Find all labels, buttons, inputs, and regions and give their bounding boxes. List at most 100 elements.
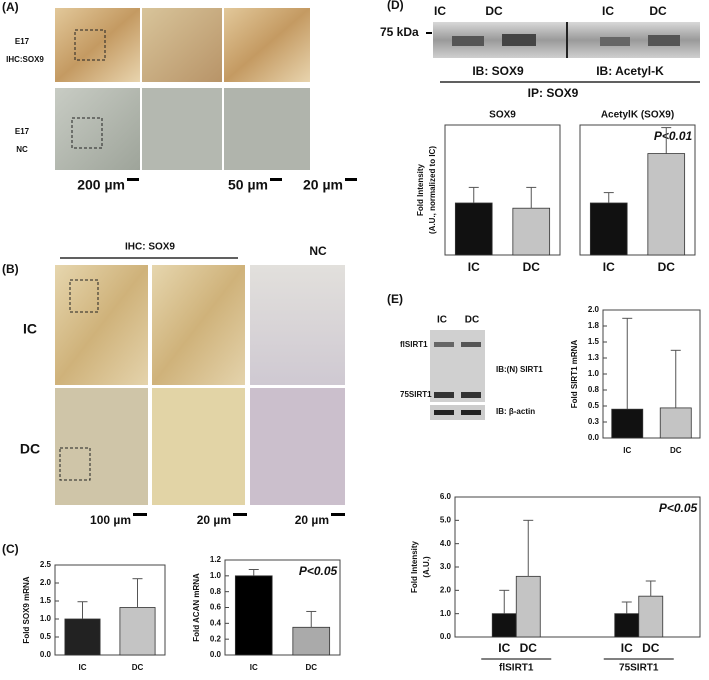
y-tick-label: 1.0 [440, 609, 452, 618]
ib-label: IB:(N) SIRT1 [496, 365, 543, 374]
x-tick-label: DC [305, 663, 317, 672]
bar [64, 618, 101, 656]
y-tick-label: 3.0 [440, 562, 452, 571]
annotation: P<0.01 [654, 129, 693, 143]
y-axis-label: Fold Intensity [410, 540, 419, 593]
bar [454, 202, 493, 256]
y-tick-label: 1.3 [588, 353, 600, 362]
bar [292, 626, 331, 656]
scale-bar-label: 50 µm [228, 177, 268, 193]
panel-b-images [55, 257, 345, 516]
chart-title: AcetylK (SOX9) [601, 110, 674, 121]
bar [491, 613, 517, 638]
y-tick-label: 0.2 [210, 634, 222, 643]
bar [638, 595, 664, 638]
y-tick-label: 1.5 [588, 337, 600, 346]
annotation: P<0.05 [659, 501, 698, 515]
y-tick-label: 0.0 [440, 632, 452, 641]
lane-label: IC [602, 4, 614, 18]
row-label: NC [16, 145, 28, 154]
band-label: flSIRT1 [400, 340, 428, 349]
ib-label: IB: β-actin [496, 407, 535, 416]
y-tick-label: 2.0 [440, 585, 452, 594]
panel-e-blot [430, 330, 485, 420]
row-label: E17 [15, 127, 30, 136]
y-axis-label: Fold SIRT1 mRNA [570, 340, 579, 409]
y-tick-label: 0.5 [40, 632, 52, 641]
plot-frame [444, 124, 561, 256]
y-tick-label: 2.0 [588, 305, 600, 314]
y-tick-label: 0.6 [210, 603, 222, 612]
row-label: E17 [15, 37, 30, 46]
scale-bar-label: 200 µm [77, 177, 125, 193]
panel-label: (C) [2, 542, 19, 556]
y-tick-label: 1.8 [588, 321, 600, 330]
x-tick-label: IC [79, 663, 87, 672]
x-tick-label: DC [523, 260, 541, 274]
y-tick-label: 0.8 [210, 587, 222, 596]
marker-label: 75 kDa [380, 25, 419, 39]
x-tick-label: 75SIRT1 [619, 663, 659, 674]
scale-bar-label: 20 µm [303, 177, 343, 193]
series-label: DC [520, 641, 538, 655]
panel-a-images [55, 8, 357, 181]
x-tick-label: IC [603, 260, 615, 274]
row-label: IC [23, 321, 37, 337]
bar [589, 202, 628, 256]
y-tick-label: 2.5 [40, 560, 52, 569]
y-tick-label: 0.4 [210, 618, 222, 627]
y-tick-label: 5.0 [440, 515, 452, 524]
y-tick-label: 4.0 [440, 539, 452, 548]
y-tick-label: 2.0 [40, 578, 52, 587]
lane-label: DC [465, 315, 479, 326]
ib-label: IB: SOX9 [472, 64, 524, 78]
panel-d-blot [426, 22, 700, 83]
plot-frame [579, 124, 696, 256]
y-axis-label: Fold SOX9 mRNA [22, 576, 31, 643]
plot-frame [454, 496, 701, 638]
lane-label: DC [649, 4, 667, 18]
y-tick-label: 0.3 [588, 417, 600, 426]
x-tick-label: IC [468, 260, 480, 274]
scale-bar-label: 20 µm [295, 513, 329, 527]
ib-label: IB: Acetyl-K [596, 64, 664, 78]
y-axis-label: (A.U.) [422, 556, 431, 578]
bar [611, 408, 644, 439]
y-tick-label: 1.5 [40, 596, 52, 605]
x-tick-label: IC [250, 663, 258, 672]
x-tick-label: flSIRT1 [499, 663, 534, 674]
x-tick-label: DC [658, 260, 676, 274]
y-tick-label: 0.0 [588, 433, 600, 442]
y-tick-label: 6.0 [440, 492, 452, 501]
lane-label: IC [434, 4, 446, 18]
y-tick-label: 0.5 [588, 401, 600, 410]
bar [659, 407, 692, 439]
band-label: 75SIRT1 [400, 390, 432, 399]
y-tick-label: 1.2 [210, 555, 222, 564]
series-label: IC [498, 641, 510, 655]
row-label: IHC:SOX9 [6, 55, 44, 64]
y-tick-label: 1.0 [210, 571, 222, 580]
lane-label: DC [485, 4, 503, 18]
bar [614, 613, 640, 638]
x-tick-label: IC [623, 446, 631, 455]
control-label: NC [309, 244, 327, 258]
y-tick-label: 0.0 [40, 650, 52, 659]
y-axis-label: (A.U., normalized to IC) [428, 146, 437, 234]
series-label: DC [642, 641, 660, 655]
panel-label: (D) [387, 0, 404, 12]
panel-label: (A) [2, 0, 19, 14]
x-tick-label: DC [132, 663, 144, 672]
scale-bar-label: 20 µm [197, 513, 231, 527]
x-tick-label: DC [670, 446, 682, 455]
row-label: DC [20, 441, 40, 457]
y-tick-label: 1.0 [588, 369, 600, 378]
series-label: IC [621, 641, 633, 655]
bar [647, 153, 686, 256]
y-axis-label: Fold ACAN mRNA [192, 573, 201, 642]
ip-label: IP: SOX9 [528, 86, 579, 100]
y-tick-label: 0.0 [210, 650, 222, 659]
lane-label: IC [437, 315, 447, 326]
